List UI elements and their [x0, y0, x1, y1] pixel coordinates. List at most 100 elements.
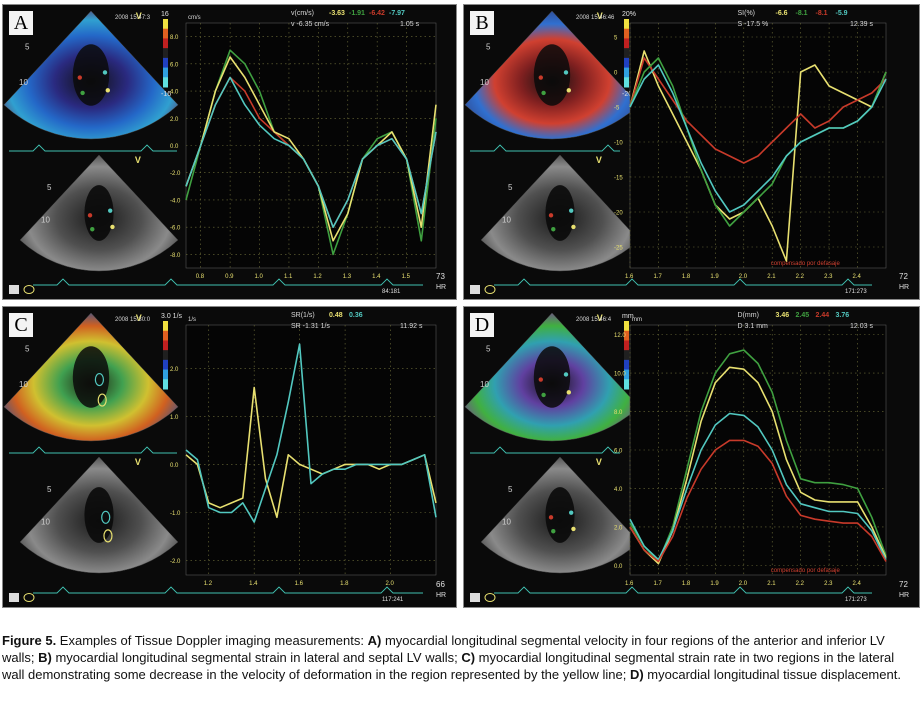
- x-tick-label: 1.1: [284, 274, 293, 280]
- color-scale-top: 16: [161, 11, 169, 18]
- time-readout: 11.92 s: [400, 323, 423, 330]
- color-scale-segment: [624, 57, 629, 69]
- compensation-note: compensado por defasaje: [771, 568, 841, 574]
- y-tick-label: 5: [614, 36, 618, 42]
- x-tick-label: 1.2: [204, 581, 213, 587]
- color-scale-bottom: -16: [161, 91, 171, 98]
- ventricle-cavity: [84, 487, 114, 543]
- y-unit-label: 1/s: [188, 317, 196, 323]
- y-unit-label: mm: [632, 317, 642, 323]
- y-tick-label: 0: [614, 71, 618, 77]
- header-value: 0.48: [329, 312, 343, 319]
- color-scale-segment: [624, 350, 629, 361]
- panel-d: 5 10 V 5 10 V 2008 15:46:4 mm 12.0 10.0 8.0 6.0 4.0 2…: [463, 306, 920, 608]
- caption-b-label: B): [38, 650, 52, 665]
- ecg-trace: [494, 586, 872, 594]
- header-readout: v -6.35 cm/s: [291, 21, 330, 28]
- color-scale-segment: [163, 28, 168, 39]
- x-tick-label: 1.2: [313, 274, 322, 280]
- depth-label: 10: [19, 380, 28, 389]
- probe-marker: V: [136, 313, 142, 323]
- hr-value: 73: [436, 272, 445, 281]
- x-tick-label: 1.8: [340, 581, 349, 587]
- ecg-trace: [33, 586, 423, 594]
- roi-marker: [538, 75, 543, 80]
- header-label: SI(%): [738, 10, 756, 17]
- ecg-trace: [9, 446, 177, 454]
- color-scale-top: 3.0 1/s: [161, 313, 183, 320]
- color-scale-top: mm: [622, 313, 634, 320]
- hr-value: 66: [436, 580, 445, 589]
- depth-label: 5: [508, 183, 513, 192]
- y-tick-label: 1.0: [170, 415, 179, 421]
- ventricle-cavity: [545, 185, 575, 241]
- header-value: 2.45: [796, 312, 810, 319]
- graph-area: [629, 324, 887, 576]
- series-line-2: [629, 412, 887, 561]
- color-scale-segment: [163, 19, 168, 30]
- frame-counter: 171:273: [845, 597, 867, 603]
- frame-counter: 171:273: [845, 289, 867, 295]
- color-scale-segment: [163, 340, 168, 351]
- y-tick-label: 4.0: [614, 487, 623, 493]
- caption-c-label: C): [461, 650, 476, 665]
- x-tick-label: 1.6: [625, 274, 634, 280]
- depth-label: 5: [486, 42, 491, 51]
- y-tick-label: 8.0: [170, 35, 179, 41]
- roi-marker: [541, 392, 546, 398]
- graph-area: [629, 22, 887, 269]
- panel-letter-b: B: [470, 11, 494, 35]
- roi-marker: [102, 70, 108, 75]
- y-tick-label: -8.0: [170, 253, 181, 259]
- hr-label: HR: [899, 592, 909, 599]
- x-tick-label: 1.7: [653, 274, 662, 280]
- roi-marker: [108, 208, 113, 213]
- roi-marker: [110, 224, 115, 230]
- series-line-1: [185, 343, 437, 523]
- x-tick-label: 1.6: [295, 581, 304, 587]
- color-scale-segment: [163, 77, 168, 88]
- roi-marker: [569, 510, 574, 515]
- probe-marker: V: [135, 155, 141, 165]
- panel-letter-a: A: [9, 11, 33, 35]
- x-tick-label: 2.2: [796, 274, 805, 280]
- depth-label: 5: [486, 344, 491, 353]
- time-readout: 1.05 s: [400, 21, 420, 28]
- depth-label: 10: [19, 78, 28, 87]
- color-scale-segment: [624, 330, 629, 341]
- color-scale-segment: [624, 28, 629, 39]
- header-readout: SR -1.31 1/s: [291, 323, 330, 330]
- y-tick-label: -10: [614, 141, 623, 147]
- loop-icon: [484, 593, 496, 602]
- y-tick-label: 0.0: [170, 144, 179, 150]
- header-value: -6.42: [369, 10, 385, 17]
- roi-marker: [105, 88, 111, 93]
- y-tick-label: -4.0: [170, 198, 181, 204]
- probe-marker: V: [136, 11, 142, 21]
- color-scale-segment: [163, 379, 168, 390]
- probe-marker: V: [597, 313, 603, 323]
- caption-label: Figure 5.: [2, 633, 57, 648]
- depth-label: 5: [47, 183, 52, 192]
- caption-a-text: myocardial longitudinal segmental veloci…: [2, 633, 885, 665]
- loop-icon: [23, 593, 35, 602]
- depth-label: 10: [41, 215, 50, 224]
- y-tick-label: 2.0: [614, 525, 623, 531]
- ventricle-cavity: [533, 44, 571, 106]
- y-tick-label: 0.0: [170, 463, 179, 469]
- x-tick-label: 1.6: [625, 581, 634, 587]
- x-tick-label: 2.4: [853, 274, 862, 280]
- roi-marker: [551, 227, 556, 232]
- caption-d-text: myocardial longitudinal tissue displacem…: [643, 667, 901, 682]
- x-tick-label: 1.9: [710, 581, 719, 587]
- color-scale-segment: [163, 359, 168, 371]
- roi-marker: [551, 529, 556, 534]
- color-scale-top: 20%: [622, 11, 636, 18]
- tool-icon: [9, 285, 19, 294]
- caption-c-text: myocardial longitudinal segmental strain…: [2, 650, 895, 682]
- series-line-3: [629, 64, 887, 213]
